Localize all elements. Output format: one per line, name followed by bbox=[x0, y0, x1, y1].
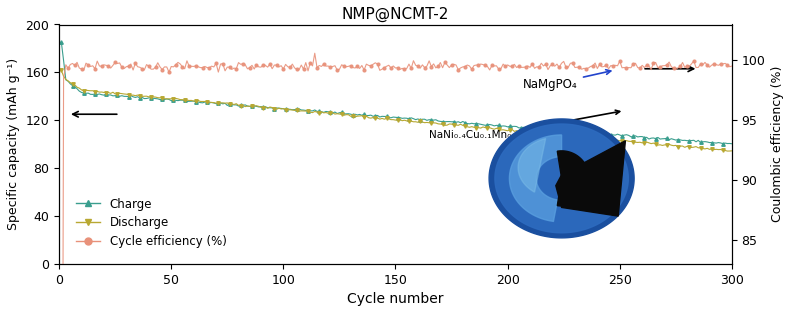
Cycle efficiency (%) bbox=[310, 51, 320, 55]
Charge bbox=[727, 142, 736, 146]
Polygon shape bbox=[556, 141, 626, 216]
Cycle efficiency (%) bbox=[624, 66, 634, 69]
Polygon shape bbox=[558, 151, 589, 206]
Line: Cycle efficiency (%): Cycle efficiency (%) bbox=[60, 52, 733, 313]
Charge bbox=[57, 40, 66, 44]
Charge bbox=[59, 59, 68, 62]
Discharge bbox=[622, 139, 631, 142]
Charge bbox=[453, 120, 463, 124]
Polygon shape bbox=[495, 124, 628, 233]
Title: NMP@NCMT-2: NMP@NCMT-2 bbox=[342, 7, 449, 22]
Legend: Charge, Discharge, Cycle efficiency (%): Charge, Discharge, Cycle efficiency (%) bbox=[72, 193, 231, 253]
Discharge bbox=[453, 123, 463, 127]
Discharge bbox=[664, 142, 674, 146]
Cycle efficiency (%) bbox=[727, 64, 736, 68]
Charge bbox=[467, 121, 476, 125]
Text: NaNi₀.₄Cu₀.₁Mn₀.₄Ti₀.₁O₂: NaNi₀.₄Cu₀.₁Mn₀.₄Ti₀.₁O₂ bbox=[430, 110, 619, 140]
Line: Charge: Charge bbox=[59, 40, 733, 146]
Polygon shape bbox=[509, 135, 562, 221]
Y-axis label: Coulombic efficiency (%): Coulombic efficiency (%) bbox=[771, 66, 784, 222]
Discharge bbox=[59, 74, 68, 78]
Charge bbox=[622, 133, 631, 136]
Text: NaMgPO₄: NaMgPO₄ bbox=[524, 70, 611, 91]
Cycle efficiency (%) bbox=[667, 65, 676, 69]
Line: Discharge: Discharge bbox=[59, 69, 733, 153]
Discharge bbox=[467, 125, 476, 129]
Discharge bbox=[57, 69, 66, 72]
Cycle efficiency (%) bbox=[469, 64, 479, 67]
Cycle efficiency (%) bbox=[458, 65, 467, 69]
Polygon shape bbox=[489, 119, 634, 238]
Discharge bbox=[456, 122, 465, 126]
Discharge bbox=[727, 149, 736, 153]
Charge bbox=[456, 121, 465, 125]
Charge bbox=[664, 138, 674, 142]
X-axis label: Cycle number: Cycle number bbox=[347, 292, 444, 306]
Cycle efficiency (%) bbox=[456, 66, 465, 70]
Cycle efficiency (%) bbox=[59, 76, 68, 80]
Polygon shape bbox=[518, 139, 546, 192]
Discharge bbox=[723, 149, 732, 153]
Y-axis label: Specific capacity (mAh g⁻¹): Specific capacity (mAh g⁻¹) bbox=[7, 58, 20, 230]
